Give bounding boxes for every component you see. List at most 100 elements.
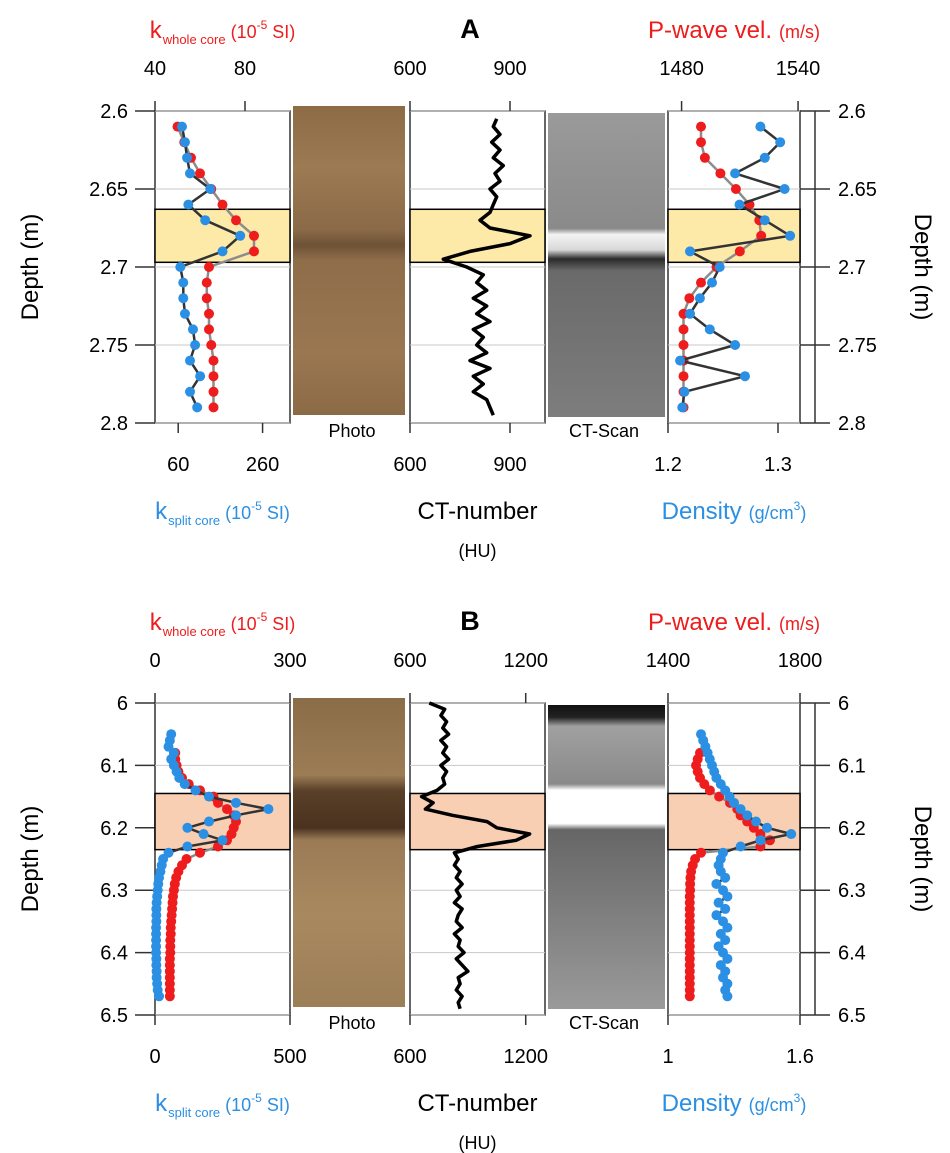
ct-scan-label: CT-Scan — [569, 1013, 639, 1033]
y-tick-label: 2.7 — [100, 257, 128, 279]
y-tick-label: 6.4 — [838, 943, 866, 965]
data-point — [707, 277, 717, 288]
data-point — [182, 152, 193, 163]
data-point — [704, 324, 715, 335]
data-point — [720, 935, 731, 946]
data-point — [684, 293, 695, 304]
core-photo — [293, 106, 405, 415]
data-point — [756, 230, 767, 241]
axis-title-part: whole core — [162, 32, 226, 47]
axis-title-part: P-wave vel. — [648, 17, 772, 44]
data-point — [204, 262, 214, 272]
data-point — [735, 804, 746, 815]
x-tick-label: 500 — [273, 1046, 306, 1068]
data-point — [205, 184, 216, 194]
photo-label: Photo — [328, 1013, 375, 1033]
x-tick-label: 80 — [234, 58, 256, 80]
data-point — [779, 184, 790, 194]
x-tick-label: 300 — [273, 650, 306, 672]
axis-title-part: (10 — [231, 614, 257, 634]
x-tick-label: 60 — [167, 454, 189, 476]
axis-title: Density (g/cm3) — [662, 498, 807, 525]
axis-title-part: k — [155, 1090, 168, 1117]
data-point — [722, 891, 733, 902]
axis-title-part: (m/s) — [779, 22, 820, 42]
x-tick-label: 900 — [493, 58, 526, 80]
x-tick-label: 40 — [144, 58, 166, 80]
y-tick-label: 6.5 — [100, 1005, 128, 1027]
y-tick-label: 6.1 — [100, 755, 128, 777]
axis-title-part: (10 — [225, 1095, 251, 1115]
series-line — [419, 701, 532, 1010]
data-point — [177, 121, 187, 132]
y-tick-label: 6.2 — [838, 818, 866, 840]
data-point — [185, 355, 196, 366]
axis-title-part: whole core — [162, 624, 226, 639]
axis-title-part: (g/cm — [749, 1095, 794, 1115]
data-point — [249, 230, 259, 241]
x-tick-label: 1200 — [503, 650, 548, 672]
data-point — [185, 168, 196, 179]
data-point — [217, 246, 228, 257]
data-point — [175, 262, 186, 272]
data-point — [249, 246, 259, 257]
axis-title: P-wave vel. (m/s) — [648, 17, 820, 44]
data-point — [204, 816, 214, 827]
data-point — [684, 991, 695, 1002]
data-point — [735, 841, 746, 852]
data-point — [204, 308, 214, 319]
axis-title-part: -5 — [251, 1091, 262, 1105]
data-point — [208, 402, 219, 413]
axis-title-part: CT-number — [417, 498, 537, 525]
data-point — [696, 137, 706, 148]
data-point — [201, 293, 212, 304]
axis-title-part: Density — [662, 1090, 742, 1117]
data-point — [785, 230, 796, 241]
data-point — [235, 230, 246, 241]
axis-title: P-wave vel. (m/s) — [648, 609, 820, 636]
axis-title-part: (10 — [231, 22, 257, 42]
axis-title-part: SI) — [272, 614, 295, 634]
data-point — [222, 804, 232, 815]
data-point — [179, 137, 190, 148]
data-point — [715, 168, 726, 179]
x-tick-label: 1.6 — [786, 1046, 814, 1068]
data-point — [185, 386, 196, 397]
data-point — [204, 324, 214, 335]
axis-title: kwhole core (10-5 SI) — [150, 17, 296, 47]
ct-scan-label: CT-Scan — [569, 421, 639, 441]
track-box — [409, 702, 546, 1016]
x-tick-label: 1800 — [778, 650, 823, 672]
data-point — [195, 168, 205, 179]
x-tick-label: 0 — [149, 1046, 160, 1068]
data-point — [694, 293, 705, 304]
data-point — [685, 308, 695, 319]
data-point — [190, 340, 201, 350]
x-tick-label: 1400 — [646, 650, 691, 672]
axis-unit: (HU) — [459, 541, 497, 561]
data-point — [217, 199, 228, 210]
axis-title-part: CT-number — [417, 1090, 537, 1117]
data-point — [192, 402, 203, 413]
axis-title-part: (m/s) — [779, 614, 820, 634]
data-point — [677, 402, 688, 413]
data-point — [201, 277, 212, 288]
x-tick-label: 600 — [393, 650, 426, 672]
axis-title-part: k — [150, 17, 163, 44]
data-point — [730, 340, 741, 350]
data-point — [190, 785, 201, 796]
data-point — [183, 199, 194, 210]
y-tick-label: 6 — [117, 693, 128, 715]
x-tick-label: 600 — [393, 454, 426, 476]
series-line — [441, 118, 532, 416]
x-tick-label: 1540 — [776, 58, 821, 80]
data-point — [786, 829, 797, 840]
x-tick-label: 1.3 — [764, 454, 792, 476]
axis-title-part: ) — [800, 503, 806, 523]
data-point — [722, 991, 733, 1002]
axis-title-part: -5 — [257, 18, 268, 32]
axis-title-part: k — [155, 498, 168, 525]
data-point — [714, 262, 725, 272]
data-point — [182, 822, 193, 833]
axis-title-part: SI) — [272, 22, 295, 42]
